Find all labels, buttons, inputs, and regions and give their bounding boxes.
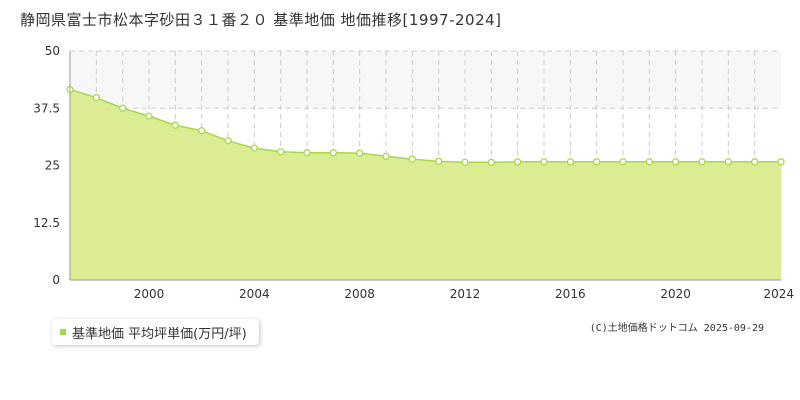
data-point — [198, 127, 206, 135]
data-point — [619, 158, 627, 166]
legend: 基準地価 平均坪単価(万円/坪) — [52, 319, 259, 345]
data-point — [145, 112, 153, 120]
x-tick-label: 2004 — [239, 287, 270, 301]
data-point — [277, 148, 285, 156]
data-point — [92, 94, 100, 102]
data-point — [303, 149, 311, 157]
data-point — [356, 149, 364, 157]
x-tick-label: 2012 — [450, 287, 481, 301]
legend-marker — [60, 329, 66, 335]
data-point — [224, 137, 232, 145]
y-tick-label: 0 — [52, 273, 60, 287]
y-tick-label: 12.5 — [33, 216, 60, 230]
data-point — [645, 158, 653, 166]
data-point — [487, 158, 495, 166]
data-point — [724, 158, 732, 166]
data-point — [514, 158, 522, 166]
copyright: (C)土地価格ドットコム 2025-09-29 — [589, 323, 764, 334]
data-point — [250, 144, 258, 152]
point-layer — [66, 85, 785, 166]
data-point — [171, 121, 179, 129]
x-tick-label: 2016 — [555, 287, 586, 301]
data-point — [593, 158, 601, 166]
data-point — [119, 104, 127, 112]
axes-layer — [69, 51, 781, 281]
y-tick-label: 37.5 — [33, 101, 60, 115]
chart-title: 静岡県富士市松本字砂田３１番２０ 基準地価 地価推移[1997-2024] — [20, 11, 502, 29]
x-tick-label: 2024 — [763, 287, 794, 301]
y-tick-label: 25 — [45, 159, 60, 173]
y-tick-label: 50 — [45, 44, 60, 58]
x-tick-label: 2020 — [660, 287, 691, 301]
data-point — [540, 158, 548, 166]
data-point — [698, 158, 706, 166]
data-point — [435, 157, 443, 166]
x-tick-label: 2000 — [134, 287, 165, 301]
data-point — [751, 158, 759, 166]
data-point — [329, 149, 337, 157]
data-point — [408, 155, 416, 163]
y-tick-labels: 0 12.5 25 37.5 50 — [33, 44, 60, 287]
data-point — [672, 158, 680, 166]
data-point — [461, 158, 469, 166]
series-line — [69, 88, 781, 164]
data-point — [382, 152, 390, 160]
series-area — [70, 89, 781, 280]
legend-label: 基準地価 平均坪単価(万円/坪) — [72, 326, 247, 342]
data-point — [566, 158, 574, 166]
data-point — [777, 158, 785, 166]
grid-band — [70, 51, 781, 109]
x-tick-label: 2008 — [344, 287, 375, 301]
x-tick-labels: 2000 2004 2008 2012 2016 2020 2024 — [134, 287, 794, 301]
